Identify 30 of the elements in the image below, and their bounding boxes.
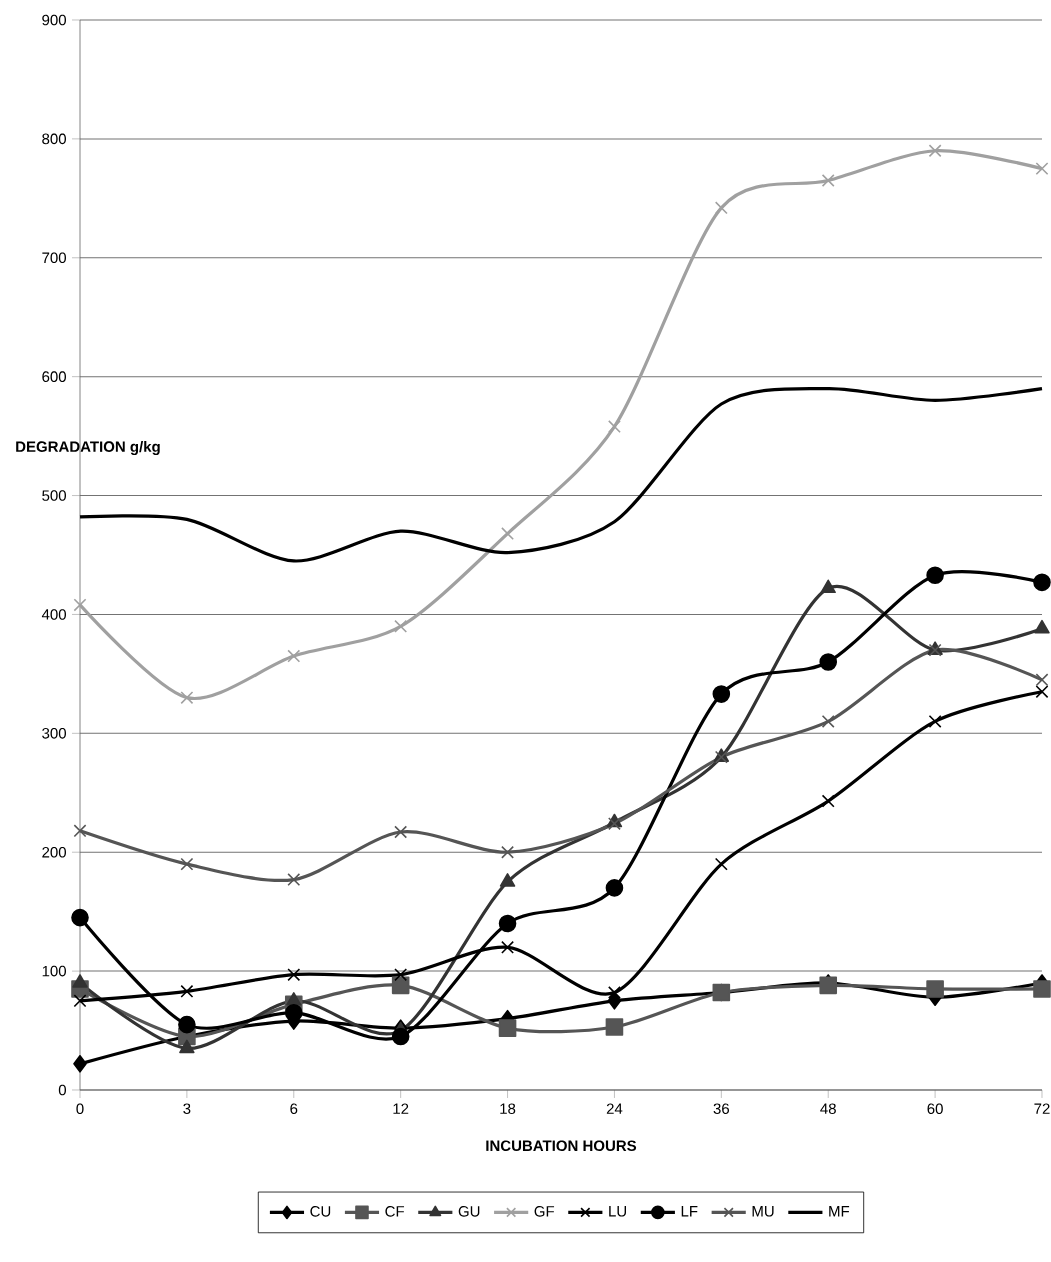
- legend-label: GU: [458, 1206, 480, 1217]
- x-tick-label: 3: [183, 1103, 191, 1115]
- x-tick-label: 72: [1034, 1103, 1050, 1114]
- x-tick-label: 0: [76, 1103, 84, 1115]
- legend-label: MF: [829, 1206, 850, 1217]
- x-tick-label: 12: [393, 1103, 409, 1114]
- y-tick-label: 800: [42, 133, 66, 145]
- legend-label: LF: [681, 1206, 698, 1217]
- legend-label: LU: [609, 1206, 626, 1217]
- x-tick-label: 60: [927, 1103, 943, 1115]
- y-tick-label: 600: [42, 371, 66, 382]
- y-tick-label: 300: [42, 728, 66, 739]
- y-tick-label: 900: [42, 14, 66, 26]
- y-axis-title: DEGRADATION g/kg: [16, 440, 160, 455]
- legend-label: MU: [752, 1206, 774, 1217]
- y-tick-label: 400: [41, 609, 66, 620]
- y-tick-label: 700: [42, 252, 66, 264]
- y-tick-label: 200: [42, 846, 66, 858]
- y-tick-label: 500: [42, 490, 66, 501]
- legend-label: GF: [534, 1206, 555, 1217]
- legend-label: CU: [310, 1206, 331, 1217]
- legend-label: CF: [385, 1206, 405, 1217]
- x-tick-label: 36: [713, 1103, 730, 1115]
- x-axis-title: INCUBATION HOURS: [486, 1140, 637, 1152]
- x-tick-label: 48: [820, 1103, 836, 1115]
- x-tick-label: 18: [500, 1103, 516, 1115]
- x-tick-label: 6: [290, 1103, 298, 1115]
- y-tick-label: 0: [58, 1084, 66, 1096]
- y-tick-label: 100: [42, 965, 66, 977]
- x-tick-label: 24: [606, 1103, 623, 1114]
